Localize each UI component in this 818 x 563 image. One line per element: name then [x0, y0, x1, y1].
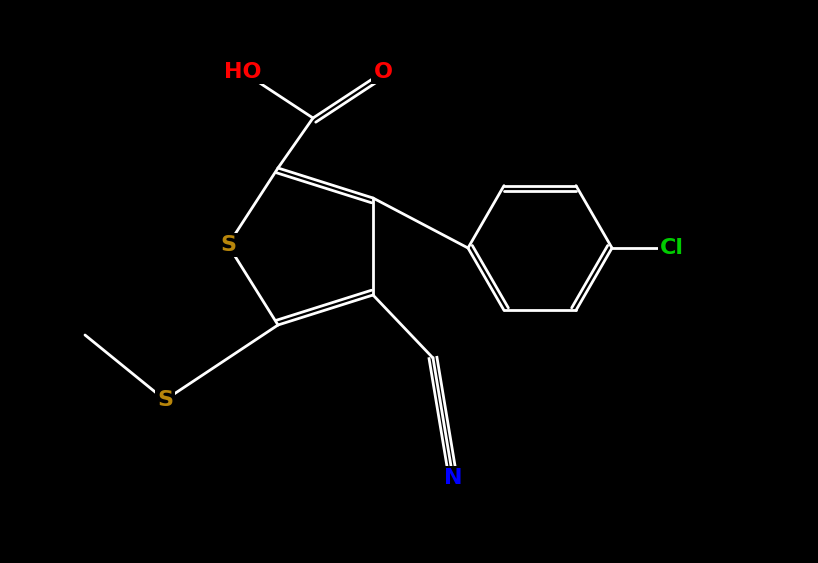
- Text: Cl: Cl: [660, 238, 684, 258]
- Text: S: S: [157, 390, 173, 410]
- Text: O: O: [374, 62, 393, 82]
- Text: N: N: [443, 468, 462, 488]
- Text: HO: HO: [224, 62, 262, 82]
- Text: S: S: [220, 235, 236, 255]
